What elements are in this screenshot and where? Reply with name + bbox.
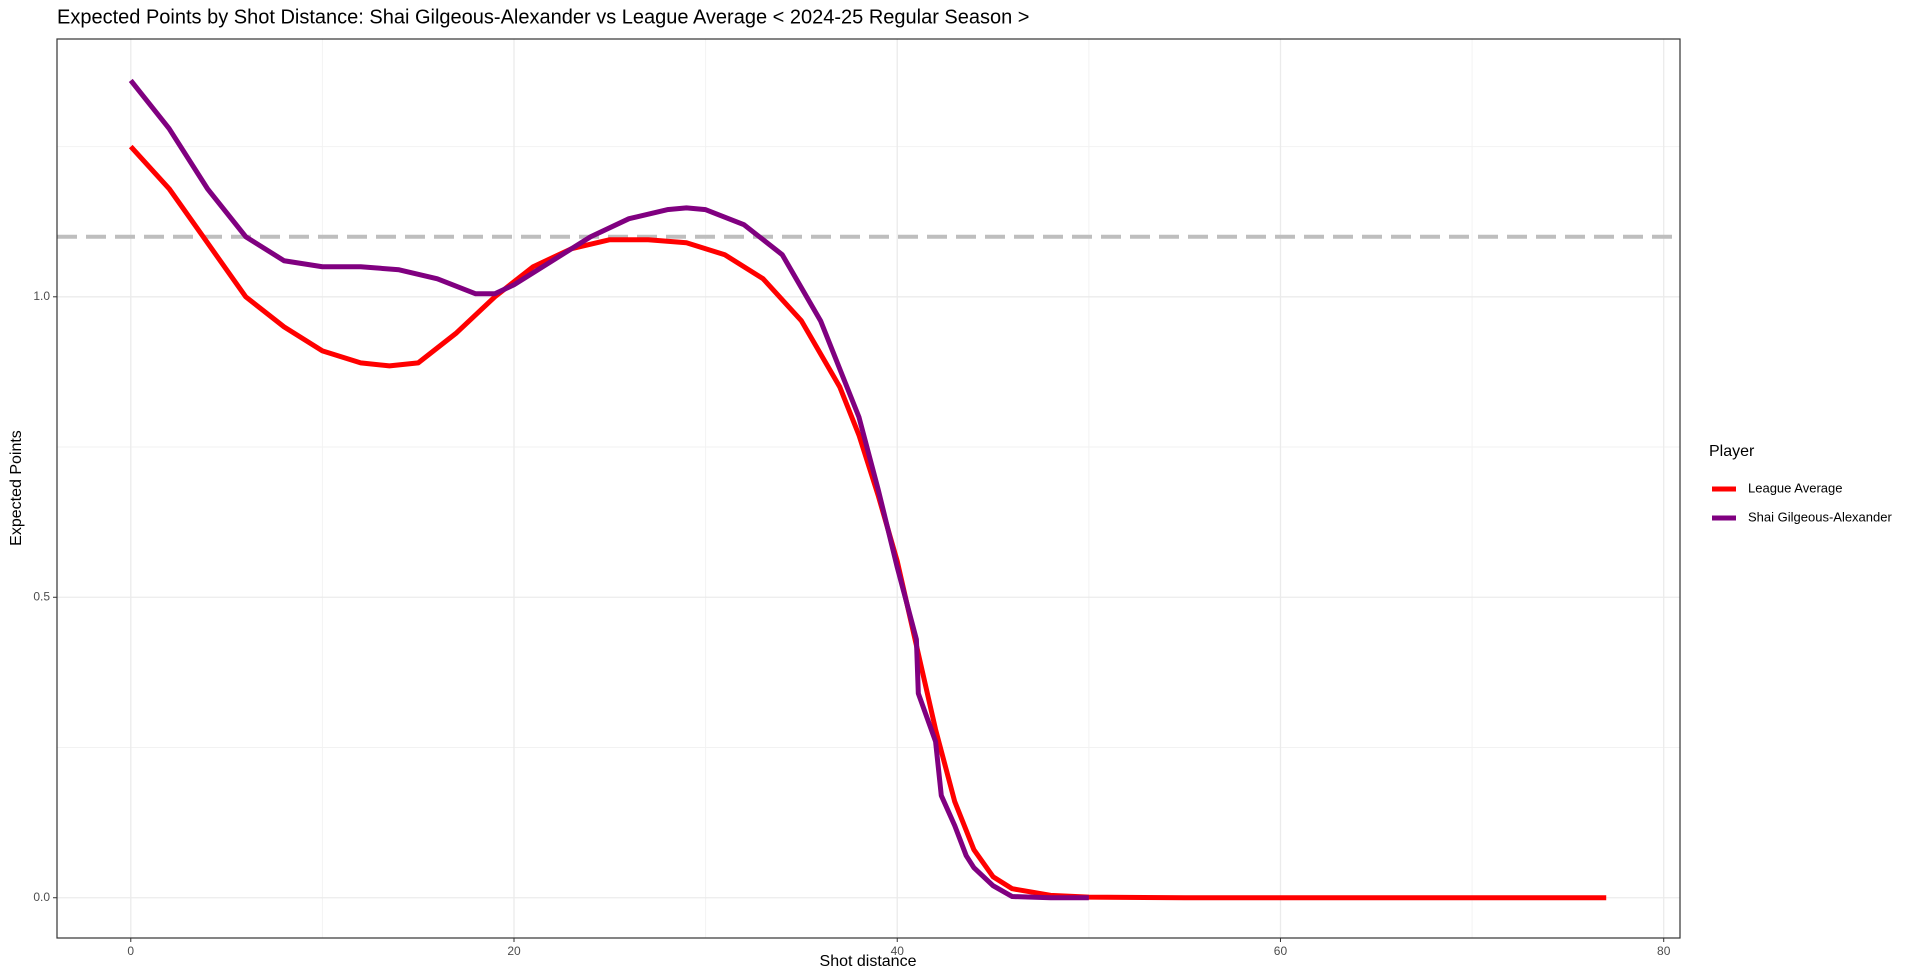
legend-label: Shai Gilgeous-Alexander	[1748, 509, 1892, 524]
plot-border	[56, 38, 1681, 939]
legend-label: League Average	[1748, 480, 1842, 495]
y-tick-label: 1.0	[33, 289, 50, 303]
series-line	[128, 78, 1089, 901]
y-tick-label: 0.5	[33, 589, 50, 603]
x-tick-label: 60	[1274, 944, 1288, 958]
y-tick-label: 0.0	[33, 890, 50, 904]
x-axis-label: Shot distance	[820, 953, 917, 970]
x-tick-label: 80	[1657, 944, 1671, 958]
legend-title: Player	[1709, 443, 1755, 460]
chart-title: Expected Points by Shot Distance: Shai G…	[57, 6, 1029, 28]
x-tick-label: 40	[891, 944, 905, 958]
x-tick-label: 20	[507, 944, 521, 958]
series-line	[128, 144, 1607, 901]
y-axis-label: Expected Points	[8, 430, 25, 546]
x-tick-label: 0	[127, 944, 134, 958]
